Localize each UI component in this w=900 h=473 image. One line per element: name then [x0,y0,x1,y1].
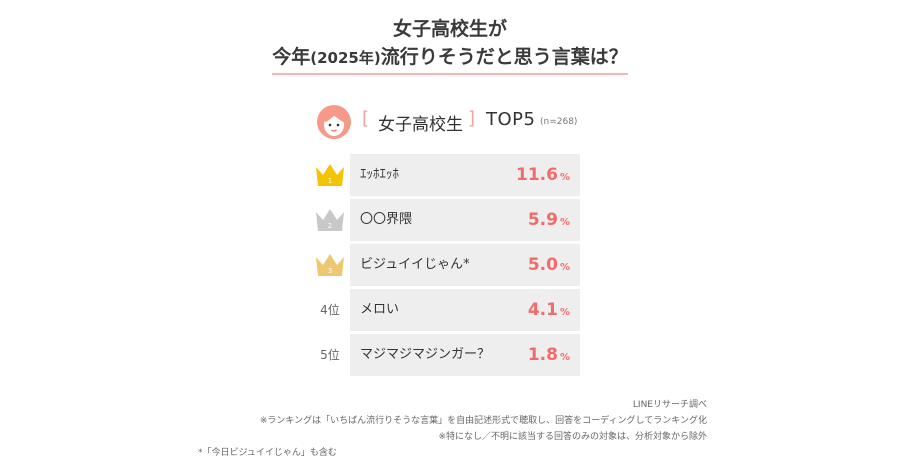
ranking-value-unit: % [559,172,570,183]
ranking-value-number: 4.1 [527,300,558,320]
ranking-value: 1.8% [528,334,570,379]
title-text-pre: 今年 [272,46,311,68]
title-year: (2025年) [310,49,381,67]
source-note: LINEリサーチ調べ [632,400,707,410]
title-text-post: 流行りそうだと思う言葉は？ [380,46,628,68]
girl-face-icon [317,105,351,139]
ranking-word: 〇〇界隈 [360,212,413,227]
ranking-value-number: 1.8 [527,345,558,365]
crown-rank-number: 2 [328,222,332,230]
ranking-value-unit: % [559,352,570,363]
ranking-value-unit: % [559,307,570,318]
ranking-value-unit: % [559,262,570,273]
ranking-value: 5.9% [528,199,570,244]
ranking-word: ビジュイイじゃん* [360,257,470,272]
ranking-row: マジマジマジンガー？ 1.8% [350,334,580,376]
ranking-value: 11.6% [516,154,570,199]
crown-rank-number: 1 [328,177,332,185]
sample-size-label: (n=268) [540,117,578,127]
footnote-ranking: ※ランキングは「いちばん流行りそうな言葉」を自由記述形式で聴取し、回答をコーディ… [259,416,707,426]
top5-label: TOP5 [486,109,536,130]
title-underline [272,73,628,75]
bracket-open: [ [362,108,370,129]
footnote-exclusion: ※特になし／不明に該当する回答のみの対象は、分析対象から除外 [438,432,707,442]
crown-rank-1-icon: 1 [316,164,344,186]
ranking-value-number: 5.0 [527,255,558,275]
crown-rank-number: 3 [328,267,332,275]
page-title-line-1: 女子高校生が [392,18,507,40]
ranking-value-number: 5.9 [527,210,558,230]
rank-label: 5位 [320,348,340,362]
crown-rank-3-icon: 3 [316,254,344,276]
ranking-word: メロい [360,302,400,317]
rank-label: 4位 [320,303,340,317]
ranking-value: 5.0% [528,244,570,289]
footnote-asterisk: *「今日ビジュイイじゃん」も含む [198,448,337,458]
ranking-value-unit: % [559,217,570,228]
ranking-row: ビジュイイじゃん* 5.0% [350,244,580,286]
ranking-row: メロい 4.1% [350,289,580,331]
bracket-close: ] [468,108,476,129]
page-title-line-2: 今年(2025年)流行りそうだと思う言葉は？ [0,42,900,69]
ranking-value-number: 11.6 [516,165,558,185]
ranking-row: ｴｯﾎｴｯﾎ 11.6% [350,154,580,196]
ranking-value: 4.1% [528,289,570,334]
group-label: 女子高校生 [378,115,463,135]
crown-rank-2-icon: 2 [316,209,344,231]
ranking-row: 〇〇界隈 5.9% [350,199,580,241]
ranking-word: マジマジマジンガー？ [360,347,491,362]
ranking-word: ｴｯﾎｴｯﾎ [360,167,399,182]
